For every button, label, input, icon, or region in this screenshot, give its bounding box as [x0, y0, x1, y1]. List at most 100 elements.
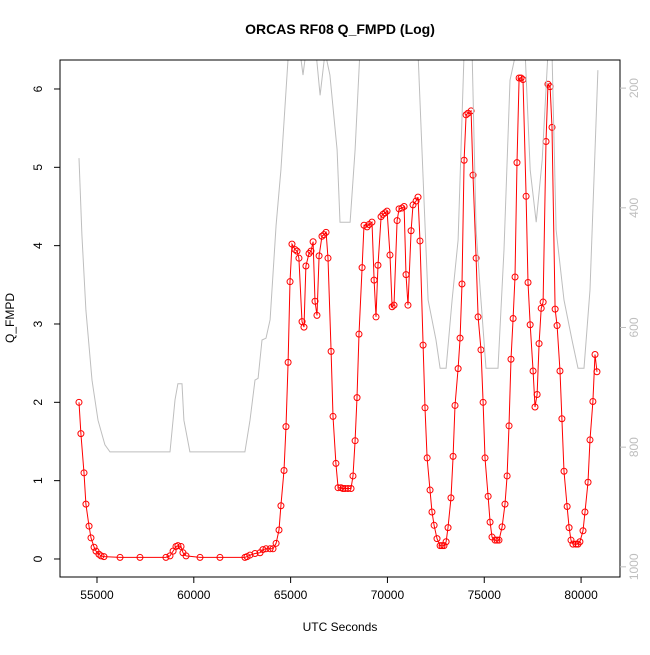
data-point [412, 197, 420, 205]
y2-tick-label: 1000 [627, 553, 641, 580]
data-point [451, 401, 459, 409]
data-point [517, 74, 525, 82]
data-point [433, 535, 441, 543]
data-point [407, 227, 415, 235]
chart-title: ORCAS RF08 Q_FMPD (Log) [245, 21, 435, 37]
data-point [584, 478, 592, 486]
data-point [495, 536, 503, 544]
data-point [80, 469, 88, 477]
data-point [447, 494, 455, 502]
data-point [563, 503, 571, 510]
data-point [579, 527, 587, 535]
data-point [313, 311, 321, 319]
data-point [467, 107, 475, 115]
y-tick-label: 4 [31, 242, 45, 249]
data-point [456, 334, 464, 342]
data-point [272, 539, 280, 547]
data-point [353, 394, 361, 402]
data-point [402, 271, 410, 279]
data-point [97, 552, 105, 560]
data-point [576, 538, 584, 546]
plot-area [75, 60, 601, 561]
data-point [430, 521, 438, 529]
data-point [537, 304, 545, 312]
y-tick-label: 5 [31, 164, 45, 171]
data-point [302, 262, 310, 270]
data-point [491, 536, 499, 544]
data-point [291, 246, 299, 254]
data-point [320, 231, 328, 239]
data-point [484, 492, 492, 500]
data-point [377, 213, 385, 221]
series-line [78, 60, 599, 453]
data-point [351, 437, 359, 445]
data-point [383, 207, 391, 215]
data-point [462, 111, 470, 119]
data-point [393, 217, 401, 225]
data-point [177, 542, 185, 550]
data-point [567, 536, 575, 544]
data-point [553, 322, 561, 330]
x-tick-label: 75000 [468, 588, 502, 602]
data-point [355, 330, 363, 338]
data-point [551, 305, 559, 313]
data-point [533, 390, 541, 398]
data-point [116, 553, 124, 561]
data-point [381, 209, 389, 217]
data-point [569, 540, 577, 548]
y-tick-label: 0 [31, 555, 45, 562]
x-tick-label: 70000 [371, 588, 405, 602]
data-point [565, 524, 573, 532]
data-point [574, 540, 582, 548]
data-point [477, 346, 485, 354]
y-tick-label: 6 [31, 85, 45, 92]
data-point [586, 436, 594, 444]
data-point [162, 553, 170, 561]
x-tick-label: 80000 [564, 588, 598, 602]
data-point [284, 358, 292, 366]
data-point [438, 542, 446, 550]
data-point [558, 415, 566, 423]
data-point [309, 238, 317, 246]
data-point [529, 367, 537, 375]
y-tick-label: 3 [31, 320, 45, 327]
data-point [428, 508, 436, 516]
data-point [479, 398, 487, 406]
data-point [454, 365, 462, 373]
y-tick-label: 2 [31, 399, 45, 406]
data-point [318, 232, 326, 240]
data-point [344, 484, 352, 492]
data-point [368, 218, 376, 226]
data-point [423, 454, 431, 462]
data-point [300, 323, 308, 331]
data-point [311, 297, 319, 305]
data-point [90, 543, 98, 551]
data-point [305, 249, 313, 257]
data-point [100, 553, 108, 561]
data-point [416, 237, 424, 245]
data-point [85, 522, 93, 530]
data-point [315, 252, 323, 260]
data-point [426, 486, 434, 494]
data-point [449, 452, 457, 460]
data-point [347, 484, 355, 492]
data-point [498, 523, 506, 531]
data-point [539, 298, 547, 306]
data-point [526, 321, 534, 329]
y2-tick-label: 600 [627, 317, 641, 337]
data-point [216, 553, 224, 561]
data-point [507, 355, 515, 363]
data-point [136, 553, 144, 561]
data-point [386, 251, 394, 259]
data-point [174, 542, 182, 550]
data-point [535, 340, 543, 348]
x-tick-label: 65000 [274, 588, 308, 602]
data-point [196, 553, 204, 561]
data-point [307, 247, 315, 255]
y2-tick-label: 800 [627, 437, 641, 457]
data-point [349, 472, 357, 480]
data-point [324, 254, 332, 262]
data-point [531, 403, 539, 411]
data-point [246, 551, 254, 559]
